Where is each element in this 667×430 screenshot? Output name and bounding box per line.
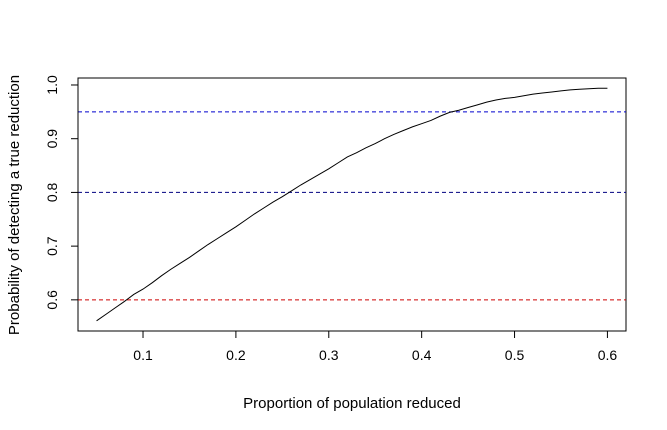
y-tick-label: 0.9	[44, 129, 60, 149]
x-tick-label: 0.5	[505, 347, 525, 363]
x-tick-label: 0.6	[598, 347, 618, 363]
series-line-0	[96, 87, 608, 322]
x-axis: 0.1 0.2 0.3 0.4 0.5 0.6	[133, 330, 618, 363]
y-tick-label: 1.0	[44, 75, 60, 95]
x-tick-label: 0.4	[412, 347, 432, 363]
x-tick-label: 0.3	[319, 347, 339, 363]
y-tick-label: 0.7	[44, 236, 60, 256]
y-axis: 0.6 0.7 0.8 0.9 1.0	[44, 75, 79, 310]
y-tick-label: 0.8	[44, 182, 60, 202]
x-tick-label: 0.2	[226, 347, 246, 363]
x-tick-label: 0.1	[133, 347, 153, 363]
x-axis-label: Proportion of population reduced	[243, 395, 461, 412]
y-tick-label: 0.6	[44, 290, 60, 310]
plot-frame	[77, 77, 627, 332]
series-layer	[96, 87, 608, 322]
y-axis-label: Probability of detecting a true reductio…	[6, 75, 23, 335]
reference-lines	[78, 111, 626, 301]
